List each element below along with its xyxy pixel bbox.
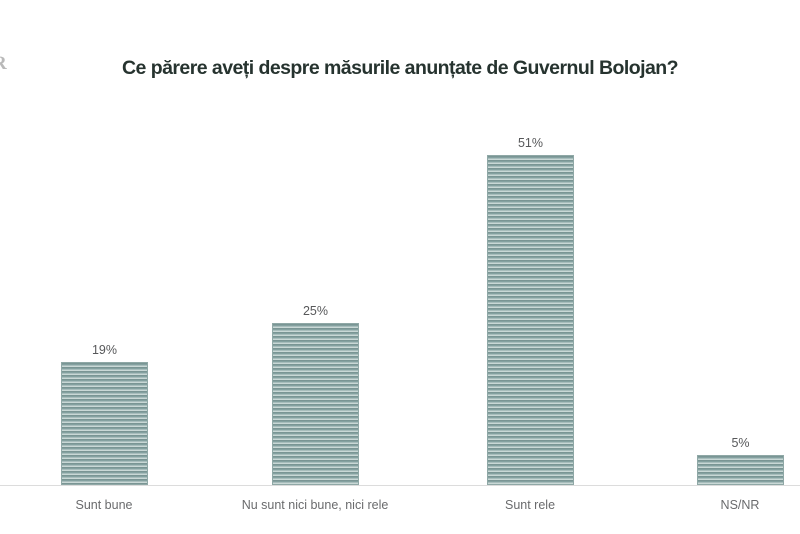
bar-label-1: Nu sunt nici bune, nici rele [241,498,389,512]
bar-value-3: 5% [731,436,750,450]
bar-value-2: 51% [517,136,544,150]
bar-label-2: Sunt rele [504,498,556,512]
bar-group-2: 51% [487,136,574,485]
bar-3[interactable] [697,455,784,485]
bar-value-1: 25% [302,304,329,318]
corner-logo-glyph: R [0,52,13,76]
chart-title: Ce părere aveți despre măsurile anunțate… [122,57,679,79]
bar-2[interactable] [487,155,574,485]
bar-value-0: 19% [91,343,118,357]
bar-group-1: 25% [272,304,359,485]
bar-label-0: Sunt bune [75,498,133,512]
bar-1[interactable] [272,323,359,485]
bar-label-3: NS/NR [720,498,760,512]
bar-0[interactable] [61,362,148,485]
bar-group-3: 5% [697,436,784,485]
x-axis-line [0,485,800,486]
bar-group-0: 19% [61,343,148,485]
